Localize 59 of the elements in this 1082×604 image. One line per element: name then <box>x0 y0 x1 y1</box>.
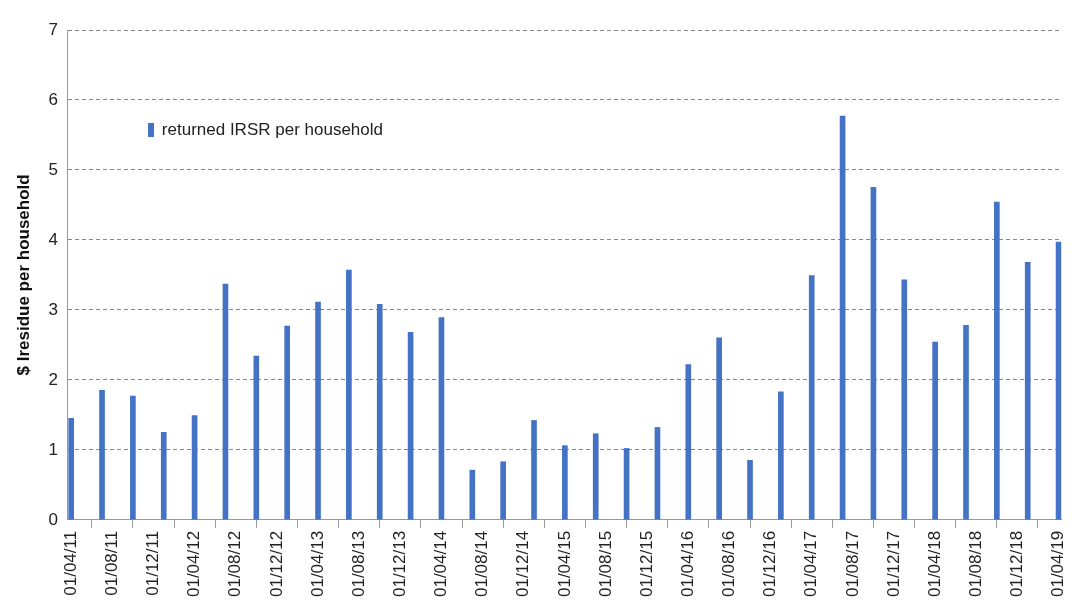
bar <box>901 279 908 520</box>
x-tick-label: 01/08/17 <box>842 530 862 598</box>
x-tick-label: 01/04/11 <box>60 530 80 596</box>
x-tick-label: 01/04/13 <box>307 530 327 598</box>
bar <box>1024 261 1031 520</box>
y-tick-label: 7 <box>48 19 58 39</box>
x-tick-label: 01/12/17 <box>883 530 903 598</box>
bar <box>716 337 722 520</box>
bar <box>346 269 352 520</box>
x-tick-label: 01/04/15 <box>554 530 574 598</box>
x-tick-label: 01/08/18 <box>965 530 985 598</box>
x-tick-label: 01/04/16 <box>677 530 697 598</box>
y-tick-label: 1 <box>48 439 58 459</box>
x-tick-label: 01/12/12 <box>266 530 286 598</box>
x-tick-label: 01/04/17 <box>801 530 821 598</box>
bar <box>99 390 105 520</box>
bar <box>68 418 74 520</box>
bar <box>932 341 938 520</box>
bar <box>531 420 537 520</box>
bar <box>315 301 321 520</box>
bar <box>160 432 167 520</box>
bar <box>469 469 476 520</box>
bar <box>284 325 290 520</box>
x-tick-label: 01/08/14 <box>472 530 492 598</box>
x-tick-label: 01/12/15 <box>636 530 656 598</box>
x-tick-label: 01/12/11 <box>143 530 163 596</box>
bar <box>376 303 383 520</box>
bar <box>592 433 599 520</box>
y-tick-label: 6 <box>48 89 58 109</box>
bar <box>562 445 568 520</box>
bar <box>994 201 1000 520</box>
x-tick-label: 01/12/18 <box>1007 530 1027 598</box>
x-tick-label: 01/12/14 <box>513 530 533 598</box>
y-tick-label: 0 <box>48 509 58 529</box>
x-tick-label: 01/04/19 <box>1048 530 1068 598</box>
x-tick-label: 01/04/12 <box>184 530 204 598</box>
x-tick-label: 01/04/18 <box>924 530 944 598</box>
bar <box>808 275 815 520</box>
bar <box>500 461 506 520</box>
x-tick-label: 01/12/16 <box>760 530 780 598</box>
x-tick-label: 01/08/12 <box>225 530 245 598</box>
bar <box>747 460 753 520</box>
bar <box>253 355 260 520</box>
bar <box>685 364 692 520</box>
bar <box>130 395 136 520</box>
bar <box>778 391 784 520</box>
y-tick-label: 2 <box>48 369 58 389</box>
legend-label: returned IRSR per household <box>161 120 383 140</box>
x-tick-label: 01/08/11 <box>102 530 121 596</box>
y-tick-label: 3 <box>48 299 58 319</box>
x-tick-label: 01/08/16 <box>719 530 739 598</box>
x-tick-label: 01/08/15 <box>595 530 615 598</box>
y-tick-label: 5 <box>48 159 58 179</box>
x-tick-label: 01/08/13 <box>348 530 368 598</box>
y-axis-title: $ Iresidue per household <box>13 174 33 376</box>
y-tick-label: 4 <box>48 229 58 249</box>
bar <box>963 324 969 520</box>
x-tick-label: 01/12/13 <box>389 530 409 598</box>
x-tick-label: 01/04/14 <box>431 530 451 598</box>
